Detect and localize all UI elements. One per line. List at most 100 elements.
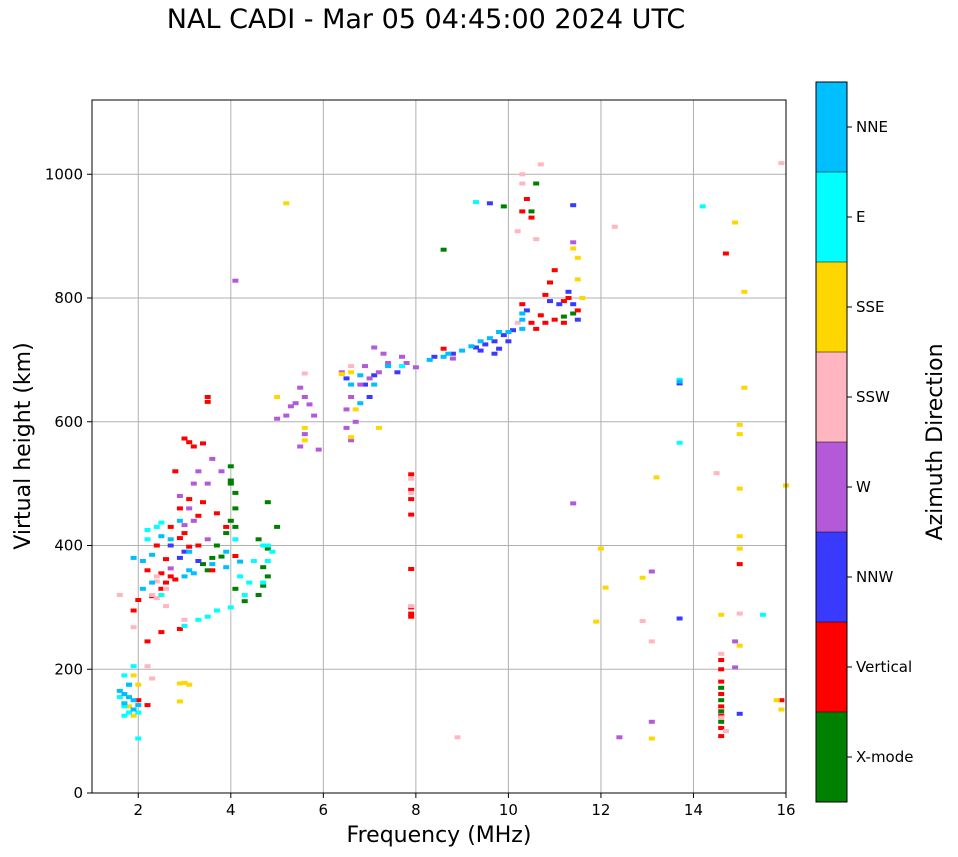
data-point — [130, 713, 137, 718]
data-point — [223, 524, 230, 529]
data-point — [126, 695, 132, 700]
data-point — [232, 278, 239, 283]
data-point — [343, 425, 350, 430]
data-point — [301, 438, 308, 443]
data-point — [440, 346, 447, 351]
data-point — [130, 673, 137, 678]
data-point — [130, 707, 137, 712]
colorbar-segment — [816, 82, 847, 172]
data-point — [570, 246, 577, 251]
data-point — [204, 537, 211, 542]
data-point — [477, 339, 484, 344]
data-point — [385, 361, 392, 365]
data-point — [153, 574, 160, 579]
data-point — [491, 339, 498, 344]
y-tick-label: 1000 — [45, 165, 83, 183]
series-ssw — [116, 161, 785, 740]
data-point — [250, 559, 257, 563]
data-point — [408, 490, 415, 495]
data-point — [158, 520, 165, 525]
data-point — [116, 695, 123, 700]
data-point — [514, 320, 521, 325]
data-point — [195, 469, 202, 474]
data-point — [778, 161, 785, 166]
data-point — [200, 500, 206, 505]
colorbar-segment — [816, 172, 847, 262]
data-point — [144, 537, 151, 542]
data-point — [209, 456, 216, 461]
x-tick-label: 4 — [226, 801, 236, 819]
y-tick-label: 0 — [73, 784, 83, 802]
data-point — [722, 251, 729, 256]
colorbar-tick-label: E — [856, 208, 865, 226]
data-point — [486, 336, 493, 341]
y-tick-label: 400 — [54, 537, 83, 555]
data-point — [542, 320, 549, 325]
data-point — [528, 209, 535, 214]
data-point — [505, 339, 512, 344]
data-point — [676, 379, 683, 384]
data-point — [186, 568, 193, 573]
data-point — [736, 711, 743, 716]
data-point — [116, 593, 123, 597]
data-marks — [116, 161, 789, 741]
data-point — [519, 181, 526, 186]
data-point — [449, 351, 456, 356]
data-point — [260, 565, 267, 570]
data-point — [227, 518, 234, 523]
x-axis-ticks: 2 4 6 8 10 12 14 16 — [133, 793, 796, 819]
data-point — [181, 549, 188, 554]
data-point — [574, 255, 581, 260]
data-point — [574, 317, 581, 322]
data-point — [181, 680, 188, 685]
data-point — [186, 544, 193, 549]
colorbar: X-mode Vertical NNW W SSW SSE E NNE — [815, 81, 913, 803]
data-point — [227, 478, 234, 483]
data-point — [551, 268, 558, 273]
data-point — [533, 237, 540, 242]
data-point — [375, 370, 382, 375]
data-point — [297, 444, 304, 449]
series-nne — [116, 311, 683, 712]
data-point — [537, 162, 544, 167]
data-point — [213, 608, 220, 613]
data-point — [144, 664, 151, 669]
data-point — [741, 289, 748, 294]
data-point — [195, 559, 202, 563]
data-point — [301, 395, 308, 399]
data-point — [181, 531, 188, 536]
data-point — [718, 658, 725, 662]
data-point — [570, 302, 577, 307]
data-point — [264, 559, 271, 563]
data-point — [426, 357, 433, 362]
data-point — [232, 586, 239, 591]
data-point — [144, 568, 151, 573]
data-point — [602, 585, 609, 590]
data-point — [565, 289, 572, 294]
data-point — [241, 599, 248, 604]
data-point — [741, 385, 748, 390]
data-point — [440, 354, 447, 359]
data-point — [195, 513, 202, 518]
data-point — [778, 698, 785, 703]
data-point — [130, 608, 137, 613]
data-point — [204, 399, 211, 404]
data-point — [482, 342, 489, 347]
y-tick-label: 600 — [54, 413, 83, 431]
data-point — [181, 436, 188, 441]
data-point — [519, 302, 526, 307]
data-point — [348, 370, 355, 375]
data-point — [176, 627, 183, 631]
data-point — [533, 181, 540, 186]
data-point — [204, 614, 211, 619]
data-point — [528, 215, 535, 220]
data-point — [135, 598, 142, 602]
data-point — [167, 566, 174, 571]
data-point — [255, 537, 262, 542]
data-point — [218, 469, 225, 474]
data-point — [560, 314, 567, 319]
data-point — [195, 543, 202, 548]
data-point — [218, 554, 225, 559]
data-point — [292, 401, 299, 406]
data-point — [718, 612, 725, 617]
